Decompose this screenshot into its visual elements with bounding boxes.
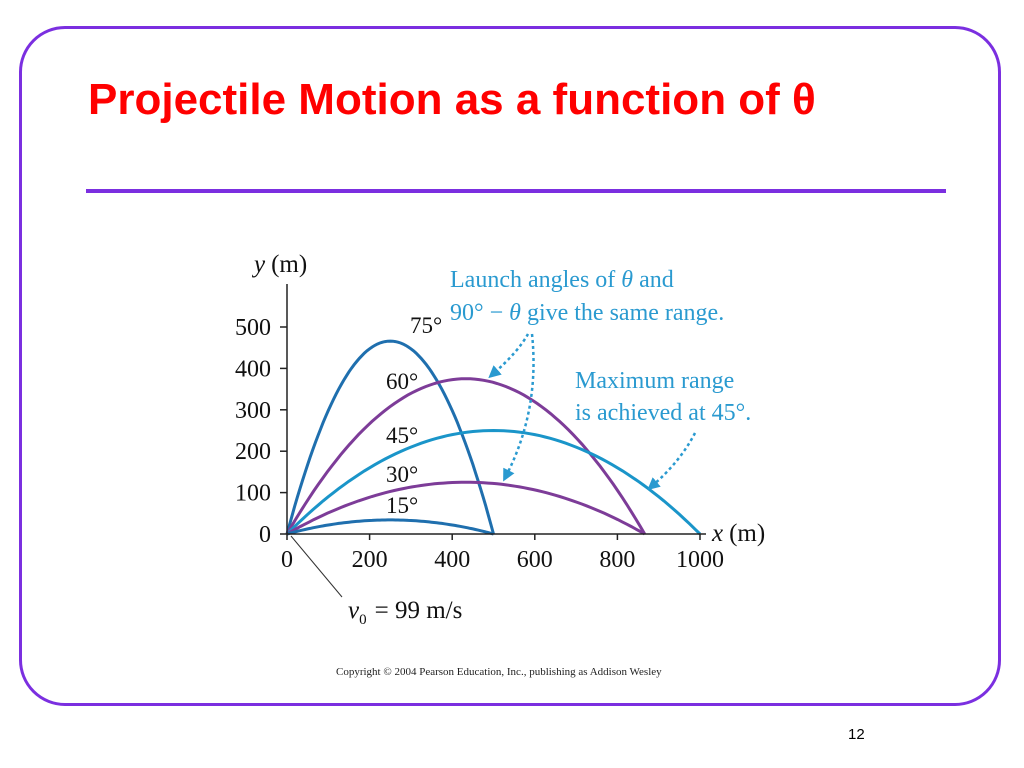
x-axis-label: x (m) (711, 520, 765, 547)
annotation-arrow-to-30 (503, 333, 535, 482)
title-underline (86, 189, 946, 193)
y-axis-label: y (m) (251, 251, 307, 278)
angle-label-45deg: 45° (386, 423, 418, 448)
annotation-arrow-to-60 (488, 333, 530, 379)
same-range-annotation: Launch angles of θ and 90° − θ give the … (450, 267, 724, 326)
trajectory-45deg (285, 428, 702, 536)
slide-title: Projectile Motion as a function of θ (88, 75, 816, 124)
y-tick-label-400: 400 (235, 356, 271, 382)
svg-text:Maximum range: Maximum range (575, 368, 734, 394)
slide-frame (19, 26, 1001, 706)
x-tick-label-400: 400 (434, 547, 470, 573)
x-tick-label-1000: 1000 (676, 547, 724, 573)
x-tick-label-800: 800 (599, 547, 635, 573)
x-tick-label-0: 0 (281, 547, 293, 573)
angle-label-15deg: 15° (386, 493, 418, 518)
velocity-leader-line (290, 535, 343, 598)
angle-label-30deg: 30° (386, 462, 418, 487)
svg-text:is achieved at 45°.: is achieved at 45°. (575, 400, 751, 426)
angle-label-75deg: 75° (410, 313, 442, 338)
angle-label-60deg: 60° (386, 369, 418, 394)
trajectory-15deg (286, 518, 494, 536)
copyright-text: Copyright © 2004 Pearson Education, Inc.… (336, 666, 662, 678)
y-tick-label-200: 200 (235, 439, 271, 465)
y-tick-label-500: 500 (235, 315, 271, 341)
y-tick-label-100: 100 (235, 481, 271, 507)
svg-text:Launch angles of θ and: Launch angles of θ and (450, 267, 674, 293)
y-tick-label-300: 300 (235, 398, 271, 424)
trajectory-75deg (285, 339, 495, 535)
page-number: 12 (848, 726, 865, 743)
max-range-annotation: Maximum range is achieved at 45°. (575, 368, 751, 426)
trajectory-60deg (285, 377, 646, 535)
trajectory-30deg (286, 480, 646, 536)
velocity-label: v0 = 99 m/s (348, 597, 462, 628)
svg-text:90° − θ give the same range.: 90° − θ give the same range. (450, 300, 724, 326)
annotation-arrow-to-45 (647, 432, 697, 491)
y-tick-label-0: 0 (259, 522, 271, 548)
trajectory-chart: 75° 60° 45° 30° 15° 0 200 400 600 800 1000 0 100 200… (235, 251, 765, 628)
x-tick-label-200: 200 (352, 547, 388, 573)
x-tick-label-600: 600 (517, 547, 553, 573)
